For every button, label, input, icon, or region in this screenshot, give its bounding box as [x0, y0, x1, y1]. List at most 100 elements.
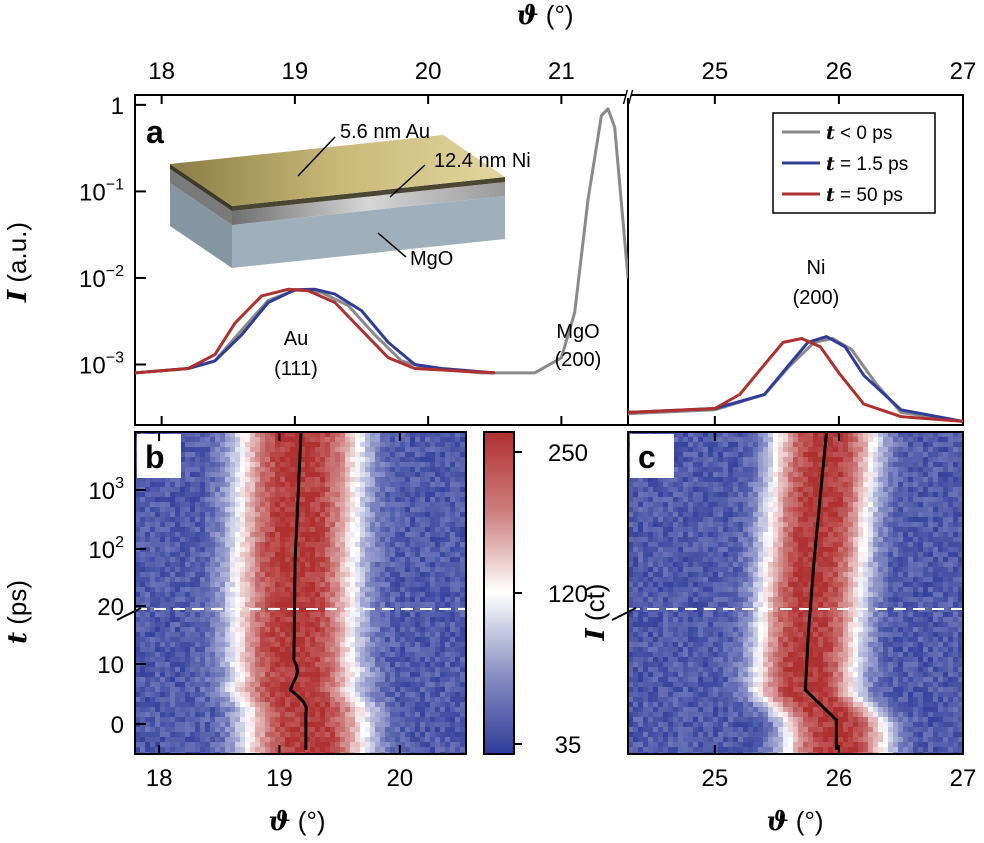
panel-b-heatmap-cell	[180, 652, 185, 657]
panel-b-heatmap-cell	[425, 537, 430, 542]
panel-b-heatmap-cell	[275, 692, 280, 697]
panel-b-heatmap-cell	[145, 662, 150, 667]
panel-b-heatmap-cell	[260, 632, 265, 637]
panel-c-heatmap-cell	[683, 452, 688, 457]
panel-b-heatmap-cell	[225, 537, 230, 542]
panel-b-heatmap-cell	[220, 672, 225, 677]
panel-b-heatmap-cell	[265, 522, 270, 527]
panel-b-heatmap-cell	[140, 667, 145, 672]
panel-b-heatmap-cell	[405, 532, 410, 537]
panel-b-heatmap-cell	[160, 552, 165, 557]
panel-b-heatmap-cell	[290, 662, 295, 667]
panel-b-heatmap-cell	[235, 442, 240, 447]
panel-b-heatmap-cell	[185, 577, 190, 582]
panel-c-heatmap-cell	[908, 442, 913, 447]
panel-b-heatmap-cell	[335, 587, 340, 592]
panel-b-heatmap-cell	[455, 692, 460, 697]
panel-b-heatmap-cell	[140, 587, 145, 592]
panel-c-heatmap-cell	[678, 467, 683, 472]
panel-b-heatmap-cell	[245, 627, 250, 632]
panel-b-heatmap-cell	[280, 587, 285, 592]
panel-b-heatmap-cell	[410, 447, 415, 452]
panel-b-heatmap-cell	[445, 567, 450, 572]
panel-b-heatmap-cell	[200, 602, 205, 607]
panel-b-heatmap-cell	[400, 527, 405, 532]
panel-b-heatmap-cell	[415, 572, 420, 577]
panel-b-heatmap-cell	[255, 557, 260, 562]
panel-b-heatmap-cell	[285, 447, 290, 452]
panel-b-heatmap-cell	[440, 572, 445, 577]
panel-b-heatmap-cell	[325, 567, 330, 572]
panel-b-heatmap-cell	[165, 497, 170, 502]
panel-b-heatmap-cell	[305, 477, 310, 482]
panel-b-heatmap-cell	[165, 597, 170, 602]
b-ytick-label-3-base: 10	[88, 537, 115, 564]
panel-b-heatmap-cell	[290, 442, 295, 447]
panel-b-heatmap-cell	[410, 557, 415, 562]
panel-b-heatmap-cell	[340, 487, 345, 492]
panel-b-heatmap-cell	[220, 507, 225, 512]
panel-b-heatmap-cell	[380, 747, 385, 752]
panel-b-heatmap-cell	[265, 622, 270, 627]
panel-b-heatmap-cell	[415, 637, 420, 642]
panel-b-heatmap-cell	[320, 442, 325, 447]
panel-b-heatmap-cell	[165, 672, 170, 677]
panel-c-heatmap-cell	[913, 457, 918, 462]
panel-b-heatmap-cell	[350, 567, 355, 572]
panel-c-heatmap-cell	[893, 442, 898, 447]
panel-b-heatmap-cell	[335, 702, 340, 707]
panel-b-heatmap-cell	[435, 487, 440, 492]
panel-b-heatmap-cell	[280, 632, 285, 637]
panel-b-heatmap-cell	[325, 707, 330, 712]
panel-b-heatmap-cell	[235, 522, 240, 527]
panel-b-heatmap-cell	[390, 737, 395, 742]
panel-b-heatmap-cell	[330, 497, 335, 502]
panel-b-heatmap-cell	[425, 492, 430, 497]
panel-b-heatmap-cell	[145, 697, 150, 702]
panel-b-heatmap-cell	[450, 507, 455, 512]
panel-b-heatmap-cell	[330, 472, 335, 477]
panel-b-heatmap-cell	[225, 547, 230, 552]
panel-b-heatmap-cell	[420, 497, 425, 502]
panel-c-heatmap-cell	[728, 447, 733, 452]
panel-b-heatmap-cell	[420, 667, 425, 672]
panel-c-heatmap-cell	[878, 452, 883, 457]
panel-b-heatmap-cell	[350, 537, 355, 542]
panel-b-heatmap-cell	[160, 717, 165, 722]
panel-b-heatmap-cell	[305, 457, 310, 462]
panel-b-heatmap-cell	[185, 437, 190, 442]
panel-b-heatmap-cell	[385, 637, 390, 642]
panel-b-heatmap-cell	[155, 632, 160, 637]
panel-b-heatmap-cell	[365, 437, 370, 442]
panel-b-heatmap-cell	[445, 547, 450, 552]
panel-b-heatmap-cell	[275, 432, 280, 437]
panel-b-heatmap-cell	[215, 712, 220, 717]
panel-b-heatmap-cell	[430, 432, 435, 437]
panel-b-heatmap-cell	[405, 697, 410, 702]
panel-b-heatmap-cell	[330, 732, 335, 737]
panel-b-heatmap-cell	[400, 687, 405, 692]
panel-b-heatmap-cell	[180, 562, 185, 567]
panel-b-heatmap-cell	[200, 597, 205, 602]
panel-b-heatmap-cell	[325, 527, 330, 532]
panel-b-heatmap-cell	[185, 637, 190, 642]
panel-b-heatmap-cell	[140, 647, 145, 652]
panel-b-heatmap-cell	[280, 577, 285, 582]
panel-b-heatmap-cell	[320, 572, 325, 577]
panel-b-heatmap-cell	[380, 557, 385, 562]
panel-c-heatmap-cell	[853, 447, 858, 452]
panel-c-heatmap-cell	[923, 447, 928, 452]
panel-a-frame-seam	[626, 92, 631, 98]
panel-b-heatmap-cell	[385, 547, 390, 552]
panel-b-heatmap-cell	[345, 732, 350, 737]
panel-b-heatmap-cell	[320, 632, 325, 637]
panel-b-heatmap-cell	[215, 537, 220, 542]
panel-b-heatmap-cell	[385, 617, 390, 622]
panel-b-heatmap-cell	[290, 522, 295, 527]
panel-b-heatmap-cell	[435, 532, 440, 537]
panel-b-heatmap-cell	[225, 487, 230, 492]
panel-b-heatmap-cell	[415, 662, 420, 667]
top-tick-label-0-0-base: 18	[148, 58, 175, 85]
panel-b-heatmap-cell	[200, 507, 205, 512]
panel-b-heatmap-cell	[315, 712, 320, 717]
